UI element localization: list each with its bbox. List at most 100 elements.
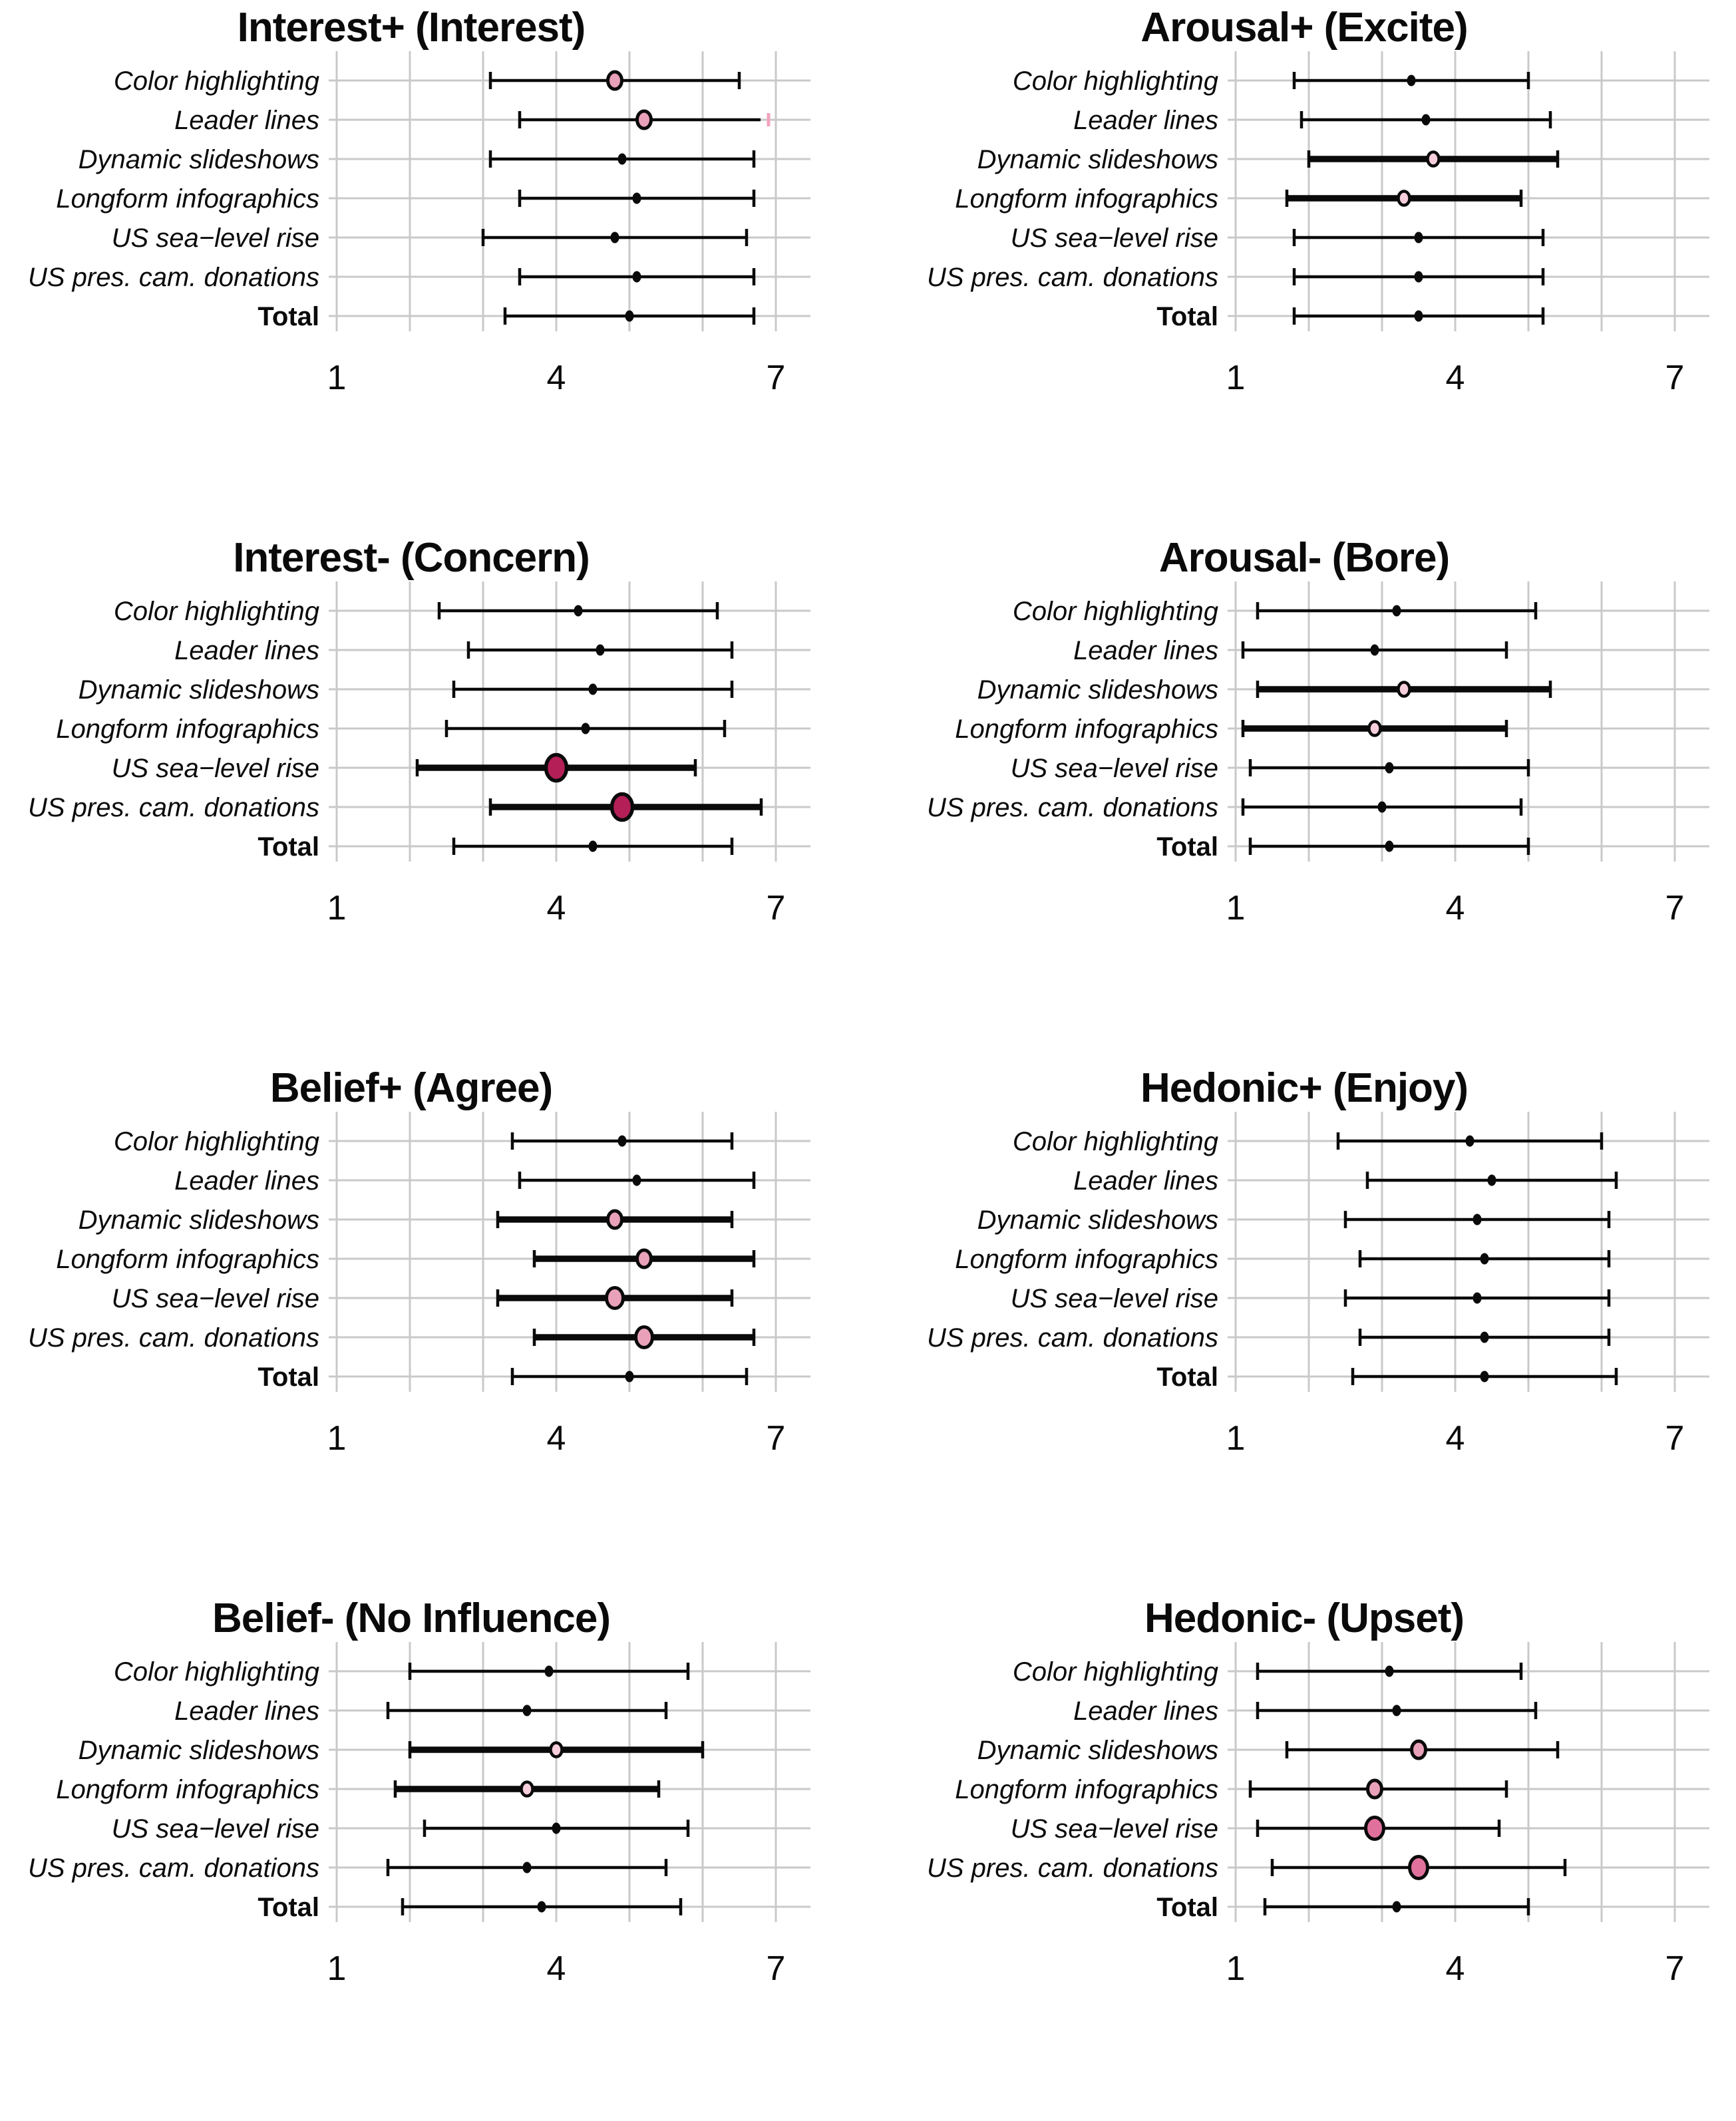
axis-tick-label: 1 (1226, 1949, 1246, 1988)
estimate-dot (1397, 190, 1411, 207)
row-label: Dynamic slideshows (79, 1736, 319, 1765)
estimate-dot (581, 723, 590, 734)
axis-tick-label: 1 (1226, 889, 1246, 927)
chart-title: Interest- (Concern) (233, 535, 590, 581)
axis-tick-label: 4 (1446, 359, 1465, 397)
row-label: Leader lines (174, 106, 319, 135)
row-label: Total (258, 302, 319, 331)
chart-cell-belief-pos: Belief+ (Agree) Color highlighting Leader … (0, 1060, 865, 1591)
dotplot-arousal-pos: Arousal+ (Excite) Color highlighting Leade… (927, 5, 1709, 397)
estimate-dot (1414, 232, 1423, 244)
axis-tick-label: 7 (767, 1419, 786, 1458)
dotplot-hedonic-neg: Hedonic- (Upset) Color highlighting Leader… (927, 1595, 1709, 1988)
axis-tick-label: 1 (327, 1949, 347, 1988)
row-label: Longform infographics (955, 1775, 1218, 1804)
estimate-dot (606, 70, 623, 91)
row-label: Longform infographics (56, 1245, 319, 1274)
estimate-dot (1465, 1135, 1475, 1147)
estimate-dot (596, 644, 605, 656)
axis-tick-label: 7 (767, 889, 786, 927)
estimate-dot (544, 1665, 554, 1677)
estimate-dot (1421, 114, 1431, 126)
row-label: Total (258, 1893, 319, 1922)
estimate-dot (1385, 1665, 1394, 1677)
estimate-dot (544, 752, 569, 783)
estimate-dot (574, 605, 583, 617)
row-label: Longform infographics (955, 184, 1218, 214)
row-label: Dynamic slideshows (977, 675, 1218, 705)
axis-tick-label: 7 (1665, 889, 1685, 927)
chart-title: Belief+ (Agree) (270, 1065, 552, 1111)
row-label: Longform infographics (56, 715, 319, 744)
chart-title: Arousal- (Bore) (1159, 535, 1449, 581)
row-label: Color highlighting (114, 597, 319, 626)
estimate-dot (1408, 1855, 1429, 1880)
row-label: US pres. cam. donations (927, 263, 1218, 292)
axis-tick-label: 1 (327, 889, 347, 927)
dotplot-hedonic-pos: Hedonic+ (Enjoy) Color highlighting Leader… (927, 1065, 1709, 1458)
axis-tick-label: 7 (767, 359, 786, 397)
row-label: Leader lines (174, 1697, 319, 1726)
chart-cell-hedonic-neg: Hedonic- (Upset) Color highlighting Leader… (865, 1591, 1736, 2121)
dotplot-belief-neg: Belief- (No Influence) Color highlighting… (28, 1595, 810, 1988)
row-label: US pres. cam. donations (28, 793, 319, 822)
estimate-dot (1480, 1331, 1489, 1343)
estimate-dot (1397, 681, 1411, 698)
row-label: US sea−level rise (112, 1284, 319, 1313)
row-label: Longform infographics (955, 1245, 1218, 1274)
axis-tick-label: 7 (1665, 1419, 1685, 1458)
estimate-dot (1426, 150, 1441, 168)
row-label: Total (1156, 302, 1218, 331)
row-label: Total (258, 832, 319, 862)
row-label: Dynamic slideshows (977, 1206, 1218, 1235)
row-label: Longform infographics (56, 184, 319, 214)
chart-title: Hedonic+ (Enjoy) (1140, 1065, 1468, 1111)
dotplot-arousal-neg: Arousal- (Bore) Color highlighting Leader … (927, 535, 1709, 927)
axis-tick-label: 7 (1665, 1949, 1685, 1988)
estimate-dot (549, 1741, 564, 1758)
row-label: Leader lines (1073, 636, 1218, 665)
row-label: Total (258, 1363, 319, 1392)
row-label: US sea−level rise (1011, 1814, 1218, 1844)
row-label: Color highlighting (1013, 67, 1218, 96)
dotplot-interest-neg: Interest- (Concern) Color highlighting Lea… (28, 535, 810, 927)
row-label: Leader lines (1073, 1697, 1218, 1726)
axis-tick-label: 4 (547, 1419, 566, 1458)
estimate-dot (1385, 840, 1394, 852)
estimate-dot (1473, 1292, 1482, 1304)
row-label: US pres. cam. donations (927, 793, 1218, 822)
row-label: Dynamic slideshows (977, 145, 1218, 174)
row-label: US sea−level rise (1011, 1284, 1218, 1313)
estimate-dot (1473, 1214, 1482, 1225)
estimate-dot (1487, 1174, 1496, 1186)
estimate-dot (632, 1174, 641, 1186)
estimate-dot (588, 683, 598, 695)
axis-tick-label: 1 (1226, 1419, 1246, 1458)
estimate-dot (1370, 644, 1379, 656)
row-label: US pres. cam. donations (28, 1323, 319, 1353)
row-label: Dynamic slideshows (977, 1736, 1218, 1765)
estimate-dot (632, 192, 641, 204)
estimate-dot (634, 1325, 654, 1349)
estimate-dot (552, 1822, 561, 1834)
estimate-dot (1480, 1371, 1489, 1383)
axis-tick-label: 1 (327, 359, 347, 397)
estimate-dot (1367, 720, 1382, 737)
estimate-dot (520, 1780, 534, 1798)
row-label: US sea−level rise (112, 1814, 319, 1844)
estimate-dot (632, 271, 641, 283)
row-label: Color highlighting (114, 67, 319, 96)
chart-title: Belief- (No Influence) (212, 1595, 610, 1641)
row-label: Color highlighting (1013, 1127, 1218, 1156)
row-label: US sea−level rise (1011, 224, 1218, 253)
estimate-dot (635, 109, 653, 130)
estimate-dot (625, 310, 634, 322)
estimate-dot (1414, 310, 1423, 322)
chart-title: Arousal+ (Excite) (1140, 5, 1467, 51)
row-label: US sea−level rise (1011, 754, 1218, 783)
axis-tick-label: 4 (1446, 1949, 1465, 1988)
axis-tick-label: 4 (1446, 889, 1465, 927)
estimate-dot (588, 840, 598, 852)
estimate-dot (605, 1286, 625, 1310)
estimate-dot (610, 232, 619, 244)
